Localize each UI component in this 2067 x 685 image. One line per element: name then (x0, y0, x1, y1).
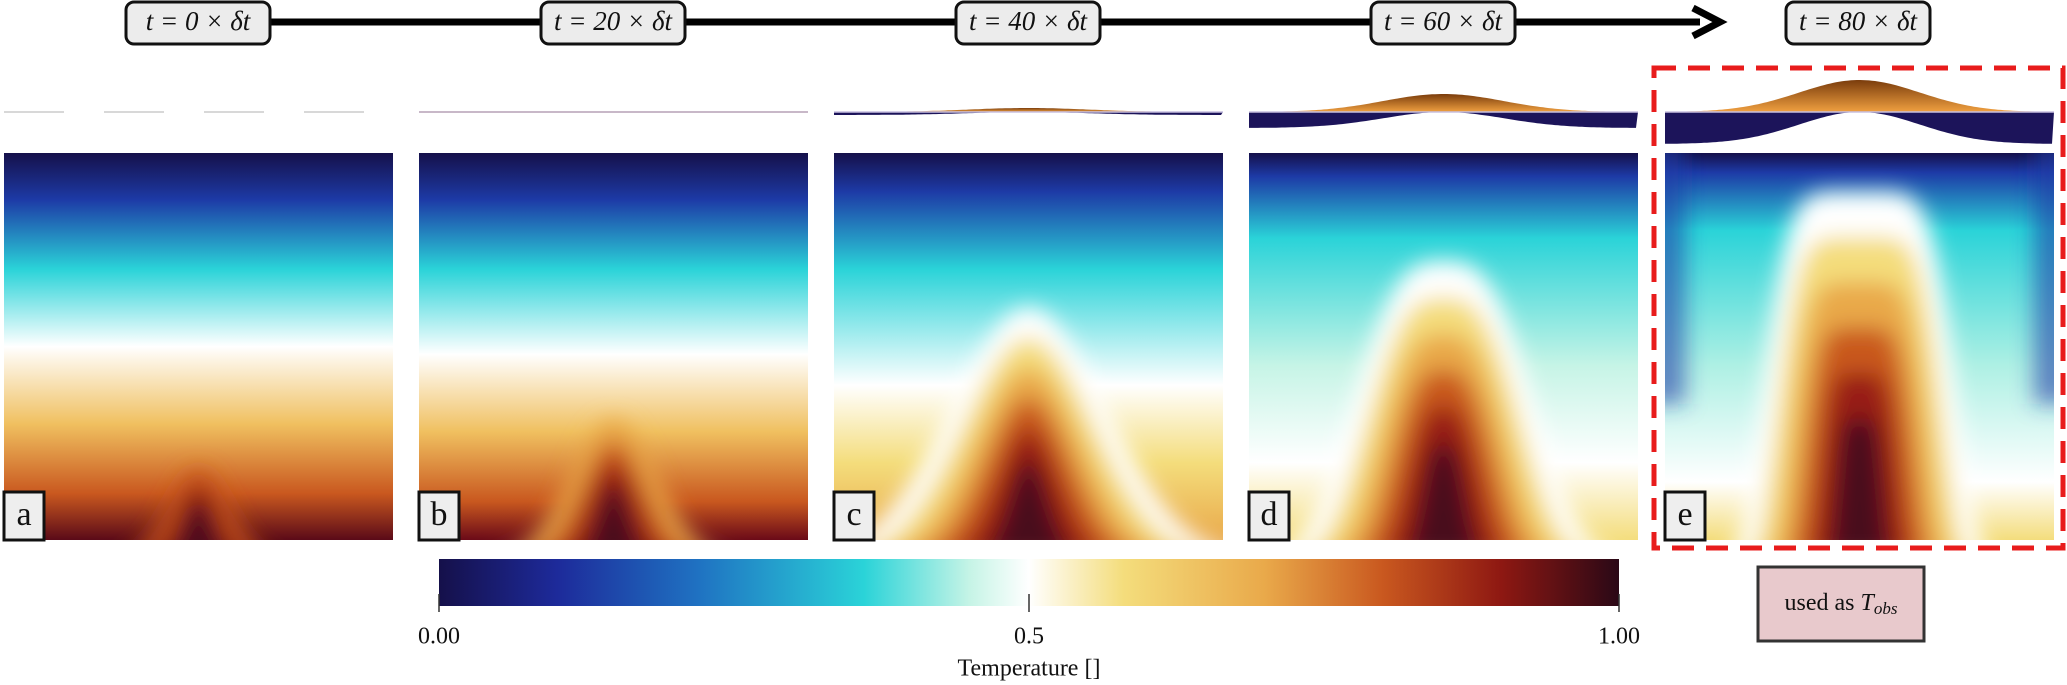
cold-edge (2034, 153, 2054, 404)
time-label: t = 40 × δt (969, 6, 1088, 36)
time-label: t = 60 × δt (1384, 6, 1503, 36)
panel (4, 153, 393, 540)
arrow-head (1691, 4, 1728, 40)
time-label: t = 20 × δt (554, 6, 673, 36)
surface-uplift (1665, 80, 2054, 112)
panel-letter: e (1677, 496, 1692, 533)
highlight-box (1651, 65, 2066, 551)
time-label: t = 0 × δt (146, 6, 252, 36)
surface-depression (1249, 112, 1638, 128)
colorbar-tick-label: 0.00 (418, 624, 460, 650)
panel-letter-box (417, 490, 461, 542)
annotation-subscript: obs (1874, 599, 1898, 618)
panel-letter-box (1663, 490, 1707, 542)
time-box (124, 0, 272, 46)
plume (529, 419, 698, 540)
annotation-symbol: T (1861, 590, 1876, 616)
cold-edge (1665, 153, 1685, 404)
annotation: used as Tobs (1785, 590, 1898, 618)
annotation-text: used as (1785, 590, 1855, 616)
plume (1665, 153, 2054, 540)
plume-layer (1411, 442, 1476, 540)
time-box (1369, 0, 1517, 46)
colorbar-label: Temperature [] (958, 656, 1101, 682)
panel (834, 153, 1223, 540)
panel (1665, 153, 2054, 540)
panel-letter-box (1247, 490, 1291, 542)
panel (419, 153, 808, 540)
panel-letter: d (1261, 496, 1278, 533)
plume (855, 307, 1202, 540)
time-label: t = 80 × δt (1799, 6, 1918, 36)
colorbar-tick-label: 1.00 (1598, 624, 1640, 650)
panel-letter-box (2, 490, 46, 542)
plume (145, 469, 252, 540)
panel-letter-box (832, 490, 876, 542)
surface-depression (1665, 112, 2054, 144)
annotation-box (1756, 565, 1926, 643)
time-box (954, 0, 1102, 46)
time-box (1784, 0, 1932, 46)
surface-uplift (834, 108, 1223, 112)
plume-layer (588, 483, 639, 540)
panel-letter: c (846, 496, 861, 533)
panel-letter: b (431, 496, 448, 533)
panel (1249, 153, 1638, 540)
plume-layer (1831, 418, 1889, 540)
panel-letter: a (16, 496, 31, 533)
plume-layer (993, 458, 1064, 540)
time-box (539, 0, 687, 46)
surface-uplift (1249, 94, 1638, 112)
plume (1297, 261, 1590, 540)
colorbar-tick-label: 0.5 (1014, 624, 1044, 650)
plume-layer (178, 499, 220, 540)
